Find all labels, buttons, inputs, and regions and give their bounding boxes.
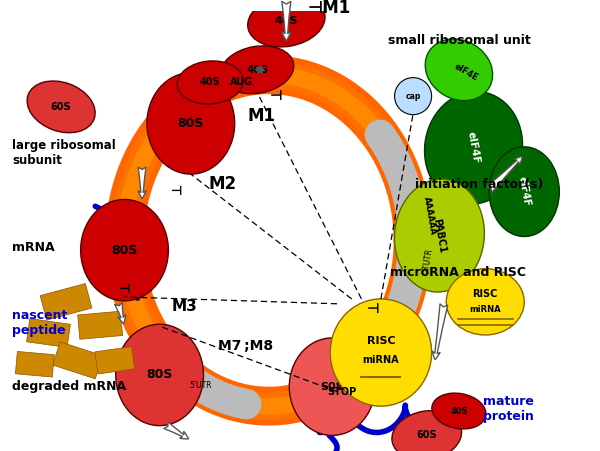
Ellipse shape bbox=[177, 61, 244, 104]
Text: ⊣: ⊣ bbox=[270, 89, 283, 103]
Text: miRNA: miRNA bbox=[469, 305, 501, 314]
Text: M7 ;M8: M7 ;M8 bbox=[218, 339, 273, 353]
FancyBboxPatch shape bbox=[26, 318, 70, 347]
Text: miRNA: miRNA bbox=[362, 355, 399, 365]
Ellipse shape bbox=[220, 46, 294, 94]
Ellipse shape bbox=[248, 0, 325, 47]
Text: cap: cap bbox=[406, 92, 421, 101]
Ellipse shape bbox=[394, 179, 484, 292]
Text: mRNA: mRNA bbox=[13, 241, 55, 254]
Text: eIF4F: eIF4F bbox=[466, 131, 481, 165]
Text: 80S: 80S bbox=[112, 244, 138, 257]
Text: 60S: 60S bbox=[416, 430, 437, 440]
Ellipse shape bbox=[289, 338, 375, 435]
FancyBboxPatch shape bbox=[40, 284, 92, 320]
Text: initiation factor(s): initiation factor(s) bbox=[415, 178, 544, 191]
Text: M3: M3 bbox=[172, 299, 197, 314]
Ellipse shape bbox=[147, 73, 235, 174]
Ellipse shape bbox=[80, 199, 169, 301]
Circle shape bbox=[395, 78, 431, 115]
Text: 40S: 40S bbox=[200, 78, 221, 87]
Text: eIF4E: eIF4E bbox=[452, 62, 479, 83]
Text: 5'UTR: 5'UTR bbox=[190, 381, 212, 390]
Ellipse shape bbox=[392, 411, 461, 451]
FancyBboxPatch shape bbox=[78, 311, 122, 339]
Text: 40S: 40S bbox=[275, 16, 298, 26]
Text: ⊣: ⊣ bbox=[367, 302, 379, 316]
Ellipse shape bbox=[116, 324, 203, 426]
Text: ⊣: ⊣ bbox=[170, 185, 182, 198]
Text: 40S: 40S bbox=[246, 65, 268, 75]
Text: RISC: RISC bbox=[367, 336, 395, 346]
Ellipse shape bbox=[446, 269, 524, 335]
Text: eIF4F: eIF4F bbox=[517, 176, 532, 207]
Text: 3'UTR: 3'UTR bbox=[421, 248, 434, 272]
Text: mature
protein: mature protein bbox=[483, 395, 534, 423]
Text: 80S: 80S bbox=[146, 368, 173, 382]
Text: ⊣M1: ⊣M1 bbox=[308, 0, 351, 18]
Ellipse shape bbox=[425, 39, 493, 101]
Text: nascent
peptide: nascent peptide bbox=[13, 309, 68, 337]
Text: 40S: 40S bbox=[450, 406, 468, 415]
Ellipse shape bbox=[432, 393, 486, 429]
FancyBboxPatch shape bbox=[53, 342, 103, 379]
Text: large ribosomal
subunit: large ribosomal subunit bbox=[13, 138, 116, 167]
Ellipse shape bbox=[27, 81, 95, 133]
Text: AUG: AUG bbox=[230, 77, 253, 87]
Text: STOP: STOP bbox=[327, 387, 356, 396]
Text: M1: M1 bbox=[247, 106, 275, 124]
Text: 60S: 60S bbox=[51, 102, 71, 112]
Text: M2: M2 bbox=[208, 175, 236, 193]
Ellipse shape bbox=[489, 147, 559, 236]
Text: small ribosomal unit: small ribosomal unit bbox=[388, 34, 530, 47]
Text: microRNA and RISC: microRNA and RISC bbox=[389, 266, 526, 279]
Text: PABC1: PABC1 bbox=[431, 217, 448, 254]
Text: RISC: RISC bbox=[473, 289, 498, 299]
Text: S08: S08 bbox=[320, 382, 344, 391]
Text: AAAAAA: AAAAAA bbox=[422, 196, 437, 236]
FancyBboxPatch shape bbox=[16, 351, 54, 377]
FancyBboxPatch shape bbox=[95, 347, 134, 374]
Ellipse shape bbox=[425, 92, 523, 204]
Ellipse shape bbox=[330, 299, 431, 406]
Text: degraded mRNA: degraded mRNA bbox=[13, 380, 127, 393]
Text: ⊣: ⊣ bbox=[119, 283, 130, 296]
Text: 80S: 80S bbox=[178, 117, 204, 130]
